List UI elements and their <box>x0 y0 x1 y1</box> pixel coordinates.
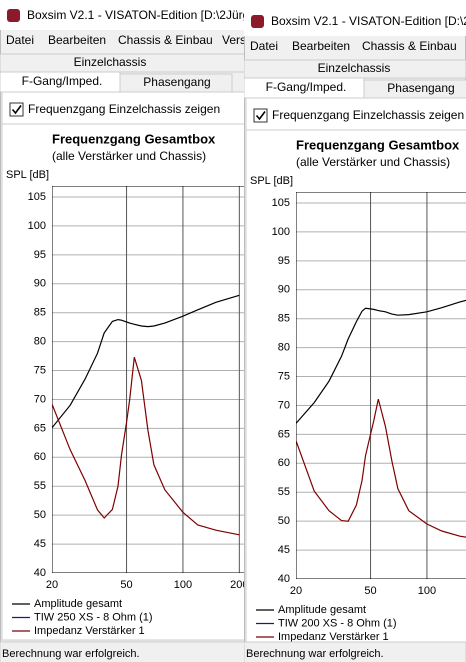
panel <box>245 97 466 647</box>
menu-item[interactable]: Bearbeiten <box>48 33 106 47</box>
y-axis-label: SPL [dB] <box>6 169 49 181</box>
y-tick-label: 50 <box>278 515 290 527</box>
x-tick-label: 200 <box>230 579 248 591</box>
window-title: Boxsim V2.1 - VISATON-Edition [D:\2 <box>271 14 466 28</box>
y-tick-label: 100 <box>272 226 290 238</box>
tab-label[interactable]: Phasengang <box>143 75 210 89</box>
window-title: Boxsim V2.1 - VISATON-Edition [D:\2Jürg <box>27 8 249 22</box>
tab-label[interactable]: Phasengang <box>387 81 454 95</box>
y-tick-label: 70 <box>34 393 46 405</box>
y-tick-label: 105 <box>272 197 290 209</box>
series-line <box>52 294 240 429</box>
y-axis-label: SPL [dB] <box>250 175 293 187</box>
y-tick-label: 55 <box>34 480 46 492</box>
y-tick-label: 65 <box>34 422 46 434</box>
status-text: Berechnung war erfolgreich. <box>2 648 140 660</box>
series-line <box>296 299 466 424</box>
series-line <box>52 357 240 536</box>
y-tick-label: 60 <box>278 457 290 469</box>
y-tick-label: 100 <box>28 220 46 232</box>
checkbox-label[interactable]: Frequenzgang Einzelchassis zeigen <box>28 102 220 116</box>
legend-label: TIW 200 XS - 8 Ohm (1) <box>278 617 397 629</box>
y-tick-label: 95 <box>278 255 290 267</box>
checkbox[interactable] <box>253 108 268 123</box>
menu-item[interactable]: Chassis & Einbau <box>118 33 213 47</box>
legend-label: TIW 250 XS - 8 Ohm (1) <box>34 611 153 623</box>
x-tick-label: 20 <box>46 579 58 591</box>
x-tick-label: 100 <box>174 579 192 591</box>
checkbox-label[interactable]: Frequenzgang Einzelchassis zeigen <box>272 108 464 122</box>
tab-label[interactable]: F-Gang/Imped. <box>22 74 103 88</box>
menu-item[interactable]: Datei <box>6 33 34 47</box>
legend-label: Amplitude gesamt <box>278 604 366 616</box>
y-tick-label: 55 <box>278 486 290 498</box>
y-tick-label: 65 <box>278 428 290 440</box>
y-tick-label: 85 <box>34 307 46 319</box>
y-tick-label: 45 <box>278 544 290 556</box>
legend-label: Amplitude gesamt <box>34 598 122 610</box>
chart-subtitle: (alle Verstärker und Chassis) <box>52 149 206 163</box>
app-icon <box>251 15 264 28</box>
y-tick-label: 75 <box>34 364 46 376</box>
plot-area <box>296 192 466 579</box>
legend-label: Impedanz Verstärker 1 <box>278 631 389 643</box>
app-icon <box>7 9 20 22</box>
checkbox[interactable] <box>9 102 24 117</box>
menu-item[interactable]: Datei <box>250 39 278 53</box>
x-tick-label: 50 <box>120 579 132 591</box>
title-bar <box>0 0 244 30</box>
chart-subtitle: (alle Verstärker und Chassis) <box>296 155 450 169</box>
window: Boxsim V2.1 - VISATON-Edition [D:\2 Datei… <box>244 8 466 662</box>
series-line <box>296 398 466 538</box>
y-tick-label: 105 <box>28 191 46 203</box>
menu-item[interactable]: Bearbeiten <box>292 39 350 53</box>
chart-title: Frequenzgang Gesamtbox <box>296 137 460 152</box>
tab-group <box>0 53 244 73</box>
y-tick-label: 90 <box>278 284 290 296</box>
status-text: Berechnung war erfolgreich. <box>246 648 384 660</box>
y-tick-label: 50 <box>34 509 46 521</box>
x-tick-label: 50 <box>364 585 376 597</box>
tab-group-label[interactable]: Einzelchassis <box>318 61 391 75</box>
tab-group-label[interactable]: Einzelchassis <box>74 55 147 69</box>
legend-label: Impedanz Verstärker 1 <box>34 625 145 637</box>
check-mark <box>11 105 22 115</box>
menu-item[interactable]: Vers <box>222 33 246 47</box>
y-tick-label: 90 <box>34 278 46 290</box>
y-tick-label: 85 <box>278 313 290 325</box>
y-tick-label: 45 <box>34 538 46 550</box>
y-tick-label: 40 <box>278 573 290 585</box>
tab-label[interactable]: F-Gang/Imped. <box>266 80 347 94</box>
status-bar <box>0 641 244 662</box>
status-bar <box>244 641 466 662</box>
panel <box>1 91 244 641</box>
y-tick-label: 80 <box>278 342 290 354</box>
plot-area <box>52 186 244 573</box>
y-tick-label: 40 <box>34 567 46 579</box>
title-bar <box>244 8 466 36</box>
x-tick-label: 100 <box>418 585 436 597</box>
y-tick-label: 80 <box>34 336 46 348</box>
y-tick-label: 70 <box>278 399 290 411</box>
check-mark <box>255 111 266 121</box>
y-tick-label: 60 <box>34 451 46 463</box>
chart-title: Frequenzgang Gesamtbox <box>52 131 216 146</box>
y-tick-label: 75 <box>278 370 290 382</box>
x-tick-label: 20 <box>290 585 302 597</box>
menu-item[interactable]: Chassis & Einbau <box>362 39 457 53</box>
y-tick-label: 95 <box>34 249 46 261</box>
